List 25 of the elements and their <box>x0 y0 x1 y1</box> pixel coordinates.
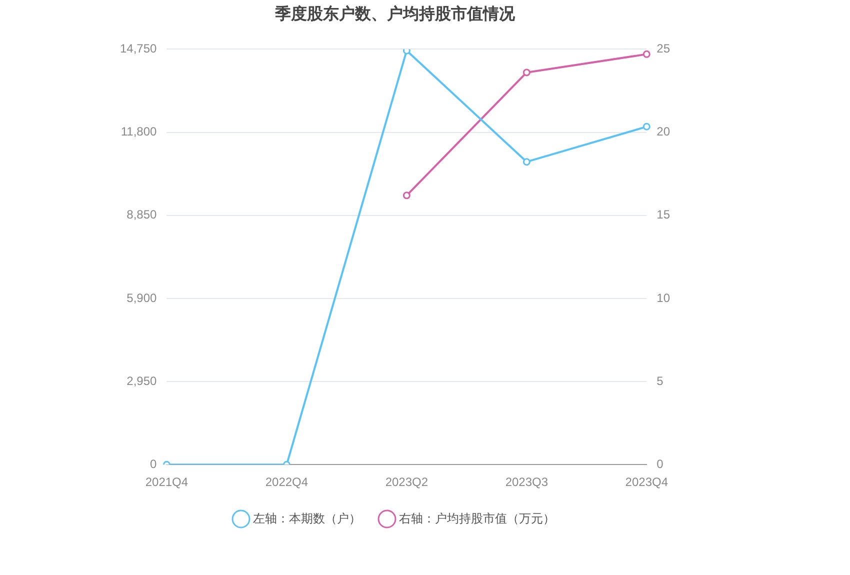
legend-label: 右轴：户均持股市值（万元） <box>399 511 555 526</box>
x-tick-label: 2023Q2 <box>385 475 428 490</box>
y-tick-label: 14,750 <box>120 42 158 56</box>
y-tick-label: 8,850 <box>126 208 158 222</box>
legend-label: 左轴：本期数（户） <box>253 511 361 526</box>
y2-tick-label: 0 <box>656 456 664 471</box>
chart-title: 季度股东户数、户均持股市值情况 <box>274 4 516 24</box>
y2-tick-label: 5 <box>656 374 664 388</box>
point <box>522 68 530 76</box>
y-tick-label: 5,900 <box>126 290 158 305</box>
point <box>642 122 650 130</box>
y2-tick-label: 20 <box>656 124 670 139</box>
point <box>402 192 410 200</box>
y2-tick-label: 25 <box>656 42 670 56</box>
y2-tick-label: 10 <box>656 290 670 305</box>
y-tick-label: 2,950 <box>126 374 158 388</box>
x-tick-label: 2022Q4 <box>265 475 308 490</box>
y-tick-label: 11,800 <box>120 124 158 139</box>
point <box>522 158 530 166</box>
x-tick-label: 2023Q3 <box>505 475 548 490</box>
x-tick-label: 2023Q4 <box>625 475 668 490</box>
y-tick-label: 0 <box>150 456 158 471</box>
y2-tick-label: 15 <box>656 208 670 222</box>
x-tick-label: 2021Q4 <box>145 475 188 490</box>
point <box>642 50 650 58</box>
